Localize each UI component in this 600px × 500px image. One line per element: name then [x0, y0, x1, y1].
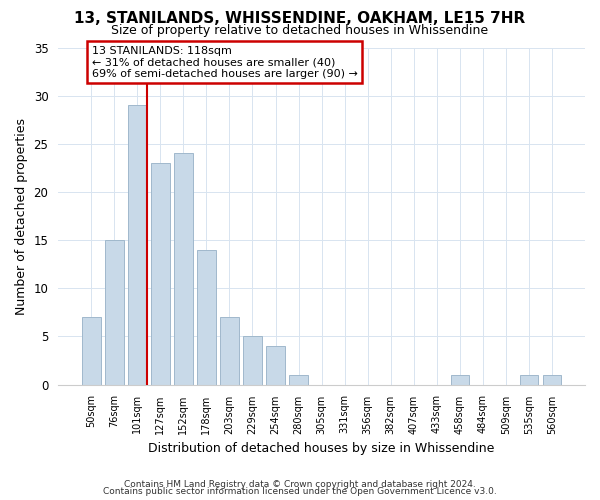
Bar — [220, 317, 239, 384]
Text: 13, STANILANDS, WHISSENDINE, OAKHAM, LE15 7HR: 13, STANILANDS, WHISSENDINE, OAKHAM, LE1… — [74, 11, 526, 26]
Text: Size of property relative to detached houses in Whissendine: Size of property relative to detached ho… — [112, 24, 488, 37]
Y-axis label: Number of detached properties: Number of detached properties — [15, 118, 28, 314]
Bar — [243, 336, 262, 384]
Bar — [105, 240, 124, 384]
Bar — [197, 250, 215, 384]
Bar — [174, 154, 193, 384]
Bar — [82, 317, 101, 384]
Bar — [520, 375, 538, 384]
Bar — [542, 375, 561, 384]
Text: 13 STANILANDS: 118sqm
← 31% of detached houses are smaller (40)
69% of semi-deta: 13 STANILANDS: 118sqm ← 31% of detached … — [92, 46, 358, 79]
Bar — [451, 375, 469, 384]
Text: Contains HM Land Registry data © Crown copyright and database right 2024.: Contains HM Land Registry data © Crown c… — [124, 480, 476, 489]
Bar — [151, 163, 170, 384]
Bar — [128, 106, 146, 384]
X-axis label: Distribution of detached houses by size in Whissendine: Distribution of detached houses by size … — [148, 442, 495, 455]
Bar — [289, 375, 308, 384]
Text: Contains public sector information licensed under the Open Government Licence v3: Contains public sector information licen… — [103, 488, 497, 496]
Bar — [266, 346, 285, 385]
